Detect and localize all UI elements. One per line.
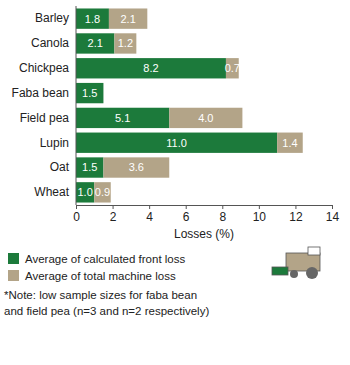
data-label: 5.1 [115,112,130,124]
tick: Barley [35,11,76,25]
bar [94,182,110,202]
bar [76,108,169,128]
tick-mark [222,205,223,209]
bar [76,58,226,78]
tick: 4 [146,205,153,224]
data-label: 8.2 [143,62,158,74]
tick-mark [76,205,77,209]
tick: Lupin [40,136,76,150]
axis-line [77,206,333,210]
data-labels: 1.8 2.1 8.2 1.5 5.1 11.0 1.5 1.0 2.1 1.2 0.7 4.0 1.4… [77,13,297,199]
data-label: 1.2 [118,37,133,49]
tick-label: Wheat [34,185,69,199]
tick-label: Canola [31,36,69,50]
bar [277,133,303,153]
data-label: 2.1 [88,37,103,49]
bar [114,33,136,53]
bar [103,157,169,177]
tick-label: Barley [35,11,69,25]
tick-mark [186,205,187,209]
tick-label: Oat [50,160,70,174]
tick: Oat [50,160,76,174]
tick-mark [113,205,114,209]
tick-label: Faba bean [12,86,69,100]
tick: 6 [183,205,190,224]
data-label: 1.8 [85,13,100,25]
annotation: and field pea (n=3 and n=2 respectively) [4,305,209,317]
bar [76,83,103,103]
chart: 1.8 2.1 8.2 1.5 5.1 11.0 1.5 1.0 2.1 1.2 0.7 4.0 1.4… [0,0,350,365]
tick: Canola [31,36,76,50]
tick: 10 [253,205,267,224]
legend: Average of calculated front loss Average … [8,253,185,282]
tick-label: Field pea [20,111,70,125]
data-label: 4.0 [198,112,213,124]
x-axis-title: Losses (%) [174,227,234,241]
bar [76,33,114,53]
bars [76,8,303,202]
tick-label: Lupin [40,136,69,150]
axis-line [76,6,77,205]
annotation: *Note: low sample sizes for faba bean [4,289,197,301]
bar [76,157,103,177]
legend-label: Average of total machine loss [25,270,176,282]
legend-swatch [8,253,19,264]
data-label: 2.1 [120,13,135,25]
data-label: 11.0 [166,137,187,149]
tick: Wheat [34,185,76,199]
bar [76,182,94,202]
y-axis: Barley Canola Chickpea Faba bean Field pea Lu… [12,6,76,205]
x-axis: 0 2 4 6 8 10 12 14 [73,205,339,224]
tick-label: 6 [183,210,190,224]
note: *Note: low sample sizes for faba bean and… [4,289,209,317]
tick-label: 0 [73,210,80,224]
data-label: 1.0 [77,186,92,198]
data-label: 1.5 [82,87,97,99]
icon-wheel [306,267,318,279]
tick-mark [332,205,333,209]
tick: Field pea [20,111,76,125]
tick-label: Chickpea [19,61,69,75]
legend-swatch [8,270,19,281]
bar [76,133,277,153]
harvester-icon [272,247,320,279]
tick: Chickpea [19,61,76,75]
data-label: 1.4 [282,137,297,149]
tick: 14 [326,205,340,224]
tick: 0 [73,205,80,224]
icon-cab [308,247,320,255]
icon-front [272,267,288,275]
tick: 12 [289,205,303,224]
tick-mark [259,205,260,209]
bar [169,108,242,128]
data-label: 0.9 [95,186,110,198]
tick-label: 14 [326,210,340,224]
tick-label: 4 [146,210,153,224]
data-label: 3.6 [129,161,144,173]
tick-label: 8 [219,210,226,224]
tick: Faba bean [12,86,76,100]
tick-label: 2 [110,210,117,224]
tick-label: 12 [289,210,303,224]
tick: 2 [110,205,117,224]
tick-mark [295,205,296,209]
icon-wheel [290,270,298,278]
bar [109,8,147,28]
data-label: 1.5 [82,161,97,173]
bar [76,8,109,28]
legend-label: Average of calculated front loss [25,253,185,265]
data-label: 0.7 [225,62,240,74]
tick-mark [149,205,150,209]
tick: 8 [219,205,226,224]
tick-label: 10 [253,210,267,224]
